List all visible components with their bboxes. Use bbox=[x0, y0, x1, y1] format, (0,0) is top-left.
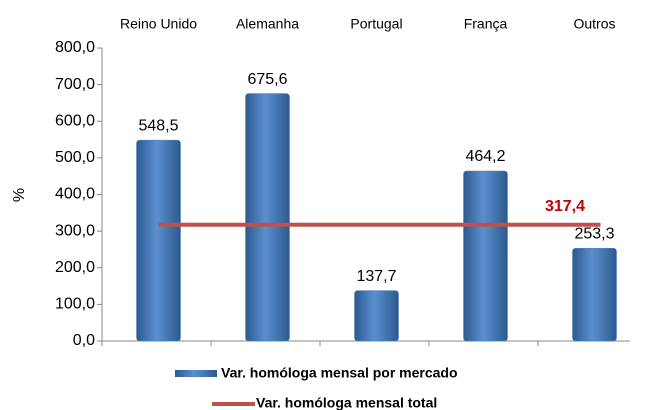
category-label: Alemanha bbox=[236, 16, 299, 32]
data-label: 464,2 bbox=[465, 148, 505, 165]
bar bbox=[245, 93, 290, 342]
y-tick-label: 300,0 bbox=[55, 222, 95, 239]
y-tick-label: 500,0 bbox=[55, 149, 95, 166]
y-tick-label: 600,0 bbox=[55, 112, 95, 129]
category-label: Outros bbox=[573, 16, 615, 32]
y-tick-label: 200,0 bbox=[55, 259, 95, 276]
y-tick-label: 0,0 bbox=[73, 332, 95, 349]
bar bbox=[572, 247, 617, 342]
bar bbox=[463, 170, 508, 342]
y-tick-label: 400,0 bbox=[55, 186, 95, 203]
y-tick-label: 800,0 bbox=[55, 39, 95, 56]
data-label: 548,5 bbox=[138, 117, 178, 134]
data-label: 675,6 bbox=[247, 71, 287, 88]
category-label: Portugal bbox=[350, 16, 402, 32]
data-label: 253,3 bbox=[574, 225, 614, 242]
bar bbox=[136, 139, 181, 342]
category-label: França bbox=[464, 16, 508, 32]
data-label: 137,7 bbox=[356, 268, 396, 285]
legend-swatch bbox=[175, 370, 217, 377]
bar bbox=[354, 290, 399, 342]
y-axis-label: % bbox=[11, 188, 28, 202]
y-tick-label: 100,0 bbox=[55, 296, 95, 313]
category-label: Reino Unido bbox=[120, 16, 197, 32]
legend-label: Var. homóloga mensal por mercado bbox=[221, 365, 458, 381]
y-tick-label: 700,0 bbox=[55, 76, 95, 93]
total-label: 317,4 bbox=[545, 198, 585, 215]
legend-label: Var. homóloga mensal total bbox=[256, 395, 437, 410]
